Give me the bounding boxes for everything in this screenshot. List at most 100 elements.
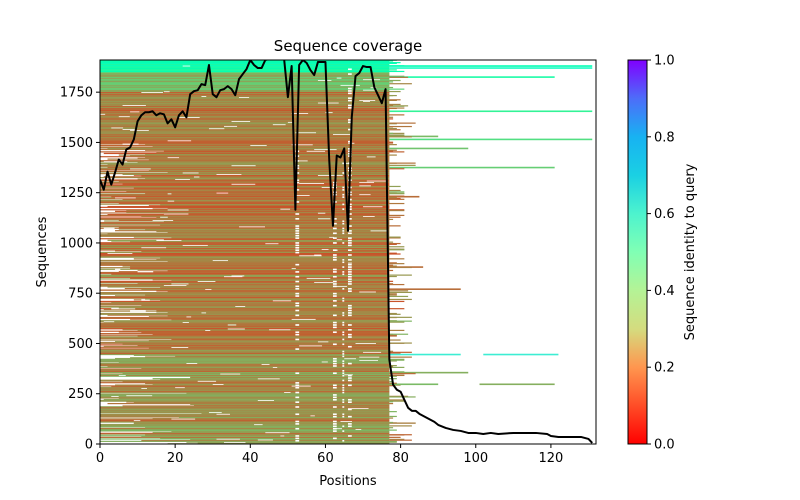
heatmap-gap [321,361,328,363]
heatmap-gap [336,238,343,241]
heatmap-row [100,399,390,401]
heatmap-gap [272,123,286,126]
heatmap-row [100,131,390,133]
heatmap-tail-stub [389,79,401,82]
heatmap-gap [359,181,375,184]
heatmap-gap [152,219,174,221]
heatmap-gap [291,318,316,320]
heatmap-tail-stub [389,399,405,401]
heatmap-row [118,181,390,183]
heatmap-tail-stub [389,99,401,101]
heatmap-gap [295,285,300,288]
heatmap-gap [141,299,150,301]
heatmap-gap [314,148,337,151]
heatmap-gap [344,357,356,360]
heatmap-gap [280,208,291,210]
heatmap-gap [342,230,345,232]
heatmap-gap [348,119,352,121]
heatmap-row [100,349,390,351]
heatmap-row [100,143,390,145]
heatmap-gap [332,406,337,408]
heatmap-gap [321,248,329,250]
heatmap-row [100,80,390,82]
heatmap-row [100,119,390,122]
heatmap-row [100,186,390,188]
heatmap-row [100,99,390,101]
heatmap-row [100,300,405,303]
heatmap-row [100,320,390,323]
heatmap-row [100,387,390,389]
heatmap-row [100,90,401,93]
heatmap-gap [342,439,345,442]
heatmap-row [100,127,397,130]
heatmap-gap [291,112,309,114]
heatmap-gap [167,193,172,195]
heatmap-gap [291,267,296,270]
heatmap-gap [299,345,323,347]
heatmap-gap [295,435,300,437]
heatmap-row [100,267,390,269]
heatmap-tail-stub [389,364,397,367]
heatmap-row [100,372,390,374]
heatmap-gap [137,271,154,273]
heatmap-row [100,78,390,80]
heatmap-row [100,251,390,253]
heatmap-gap [201,312,207,314]
heatmap-row [145,382,390,385]
heatmap-row [100,82,390,84]
heatmap-gap [342,389,345,391]
heatmap-gap [342,266,345,268]
heatmap-row [100,342,405,344]
heatmap-gap [332,256,337,259]
heatmap-row [100,197,401,200]
heatmap-row [118,228,390,230]
heatmap-row [100,124,390,126]
heatmap-row [100,97,390,99]
heatmap-row [100,349,390,352]
y-tick-label: 500 [68,337,93,352]
heatmap-row [100,375,397,377]
heatmap-row [100,100,390,102]
heatmap-row [100,370,390,372]
heatmap-gap [295,275,300,278]
heatmap-row [100,64,390,66]
heatmap-gap [332,222,337,225]
heatmap-gap [295,242,300,244]
heatmap-gap [348,254,352,256]
heatmap-gap [295,249,300,251]
heatmap-row [190,403,390,405]
heatmap-tail-row [389,166,555,169]
heatmap-gap [348,278,352,280]
heatmap-row [145,144,397,146]
heatmap-row [100,163,390,165]
heatmap-row [100,141,394,143]
y-tick-label: 750 [68,287,93,302]
heatmap-row [100,94,390,96]
heatmap-row [133,187,390,189]
heatmap-gap [342,384,345,387]
heatmap-gap [141,387,147,389]
heatmap-row [100,189,401,192]
heatmap-row [145,298,390,300]
heatmap-gap [295,324,300,326]
heatmap-gap [348,280,352,283]
heatmap-row [100,148,390,151]
plot-frame [99,59,597,445]
heatmap-row [100,220,390,222]
heatmap-row [100,242,390,244]
heatmap-row [100,254,390,256]
heatmap-row [156,290,390,292]
heatmap-row [103,308,390,311]
heatmap-row [145,294,397,296]
heatmap-gap [332,300,337,302]
heatmap-row [186,392,390,394]
heatmap-gap [342,324,345,326]
heatmap-gap [332,427,343,430]
heatmap-row [141,250,390,253]
heatmap-row [118,154,397,156]
heatmap-row [100,168,390,171]
heatmap-gap [348,275,352,278]
heatmap-gap [295,232,300,235]
heatmap-gap [332,413,337,416]
heatmap-row [100,101,390,103]
